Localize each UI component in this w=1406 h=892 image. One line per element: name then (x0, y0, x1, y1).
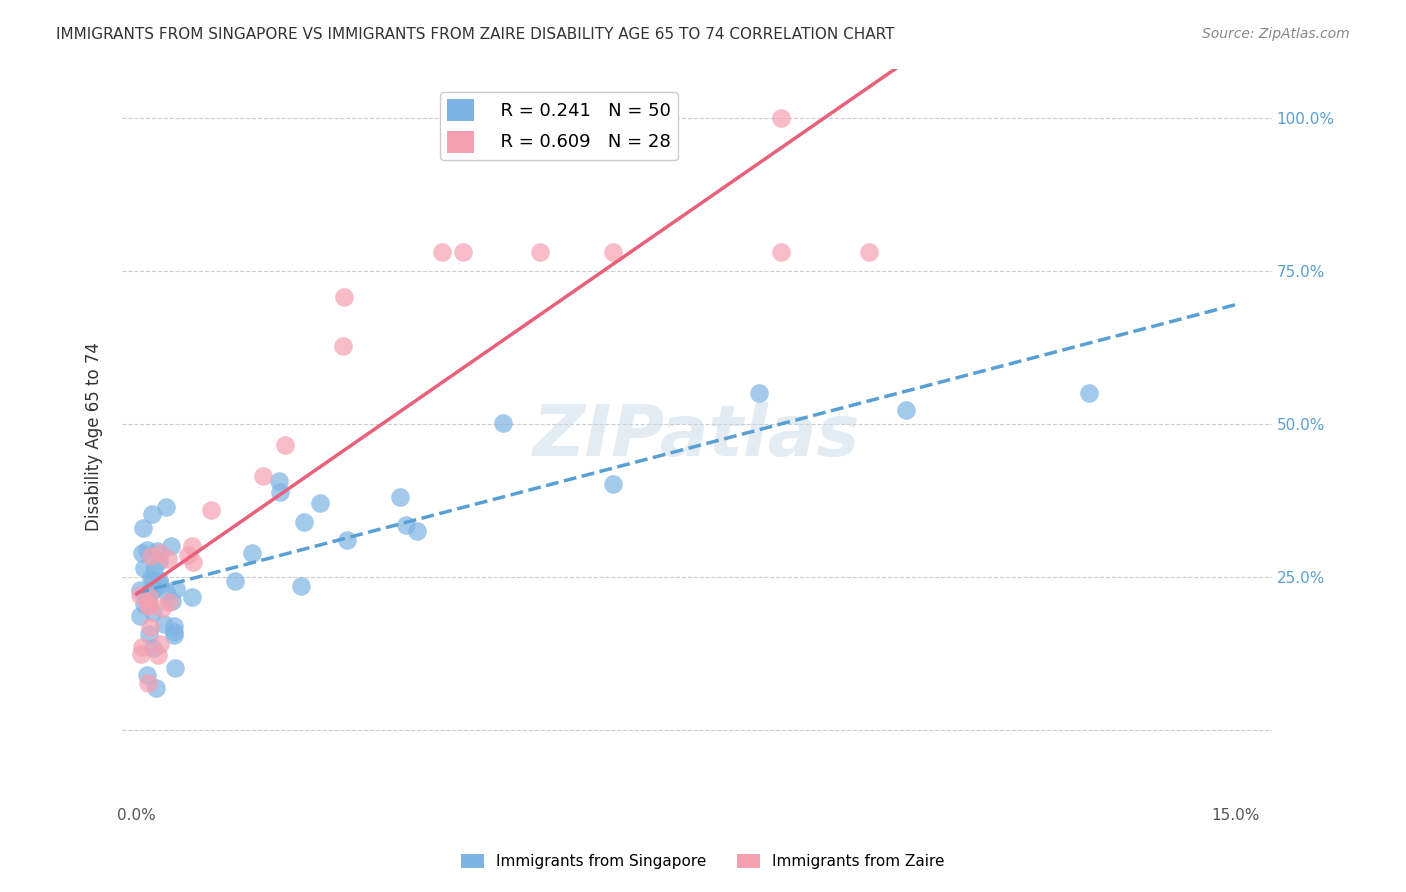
Point (290, 579, 312, 593)
Point (336, 533, 359, 547)
Point (142, 605, 165, 619)
Point (492, 416, 515, 430)
Point (149, 637, 172, 651)
Point (148, 573, 170, 587)
Point (748, 386, 770, 401)
Point (389, 490, 412, 504)
Point (131, 545, 153, 559)
Point (135, 668, 157, 682)
Point (142, 562, 165, 576)
Point (430, 245, 453, 260)
Point (770, 245, 793, 260)
Point (142, 641, 165, 656)
Point (157, 595, 180, 609)
Point (129, 588, 152, 602)
Point (155, 500, 177, 515)
Point (142, 573, 165, 587)
Point (602, 476, 624, 491)
Point (332, 339, 354, 353)
Point (163, 661, 186, 675)
Point (894, 403, 917, 417)
Point (131, 640, 153, 654)
Point (135, 542, 157, 557)
Point (138, 627, 160, 641)
Point (529, 245, 551, 260)
Point (141, 571, 163, 585)
Point (157, 551, 180, 566)
Point (136, 599, 159, 613)
Point (224, 574, 246, 589)
Point (242, 546, 264, 560)
Point (180, 539, 202, 553)
Y-axis label: Disability Age 65 to 74: Disability Age 65 to 74 (86, 342, 103, 531)
Point (159, 539, 181, 553)
Text: IMMIGRANTS FROM SINGAPORE VS IMMIGRANTS FROM ZAIRE DISABILITY AGE 65 TO 74 CORRE: IMMIGRANTS FROM SINGAPORE VS IMMIGRANTS … (56, 27, 894, 42)
Point (858, 245, 880, 260)
Point (274, 438, 297, 452)
Point (136, 676, 159, 690)
Point (160, 593, 183, 607)
Point (134, 561, 156, 575)
Point (145, 681, 167, 696)
Point (146, 648, 169, 662)
Point (129, 583, 152, 598)
Point (138, 599, 160, 614)
Point (150, 600, 173, 615)
Point (269, 484, 291, 499)
Point (602, 245, 624, 260)
Point (267, 474, 290, 488)
Point (252, 468, 274, 483)
Point (163, 625, 186, 640)
Point (136, 590, 159, 604)
Point (139, 583, 162, 598)
Point (406, 524, 429, 539)
Point (149, 578, 172, 592)
Point (163, 619, 186, 633)
Point (165, 582, 187, 596)
Point (181, 591, 204, 605)
Point (395, 517, 418, 532)
Point (129, 609, 152, 624)
Point (163, 628, 186, 642)
Point (332, 290, 354, 304)
Legend: Immigrants from Singapore, Immigrants from Zaire: Immigrants from Singapore, Immigrants fr… (456, 848, 950, 875)
Point (141, 507, 163, 521)
Point (309, 495, 332, 509)
Point (138, 590, 160, 604)
Point (1077, 386, 1099, 401)
Point (148, 554, 170, 568)
Point (138, 620, 160, 634)
Point (131, 521, 153, 535)
Legend:   R = 0.241   N = 50,   R = 0.609   N = 28: R = 0.241 N = 50, R = 0.609 N = 28 (440, 92, 678, 160)
Point (134, 598, 156, 612)
Point (770, 111, 793, 125)
Point (155, 585, 177, 599)
Point (453, 245, 475, 260)
Point (149, 546, 172, 560)
Point (292, 515, 315, 529)
Text: Source: ZipAtlas.com: Source: ZipAtlas.com (1202, 27, 1350, 41)
Point (153, 617, 176, 632)
Point (177, 549, 200, 563)
Text: ZIPatlas: ZIPatlas (533, 401, 860, 471)
Point (139, 549, 162, 564)
Point (181, 555, 204, 569)
Point (129, 648, 152, 662)
Point (142, 583, 165, 598)
Point (200, 503, 222, 517)
Point (145, 544, 167, 558)
